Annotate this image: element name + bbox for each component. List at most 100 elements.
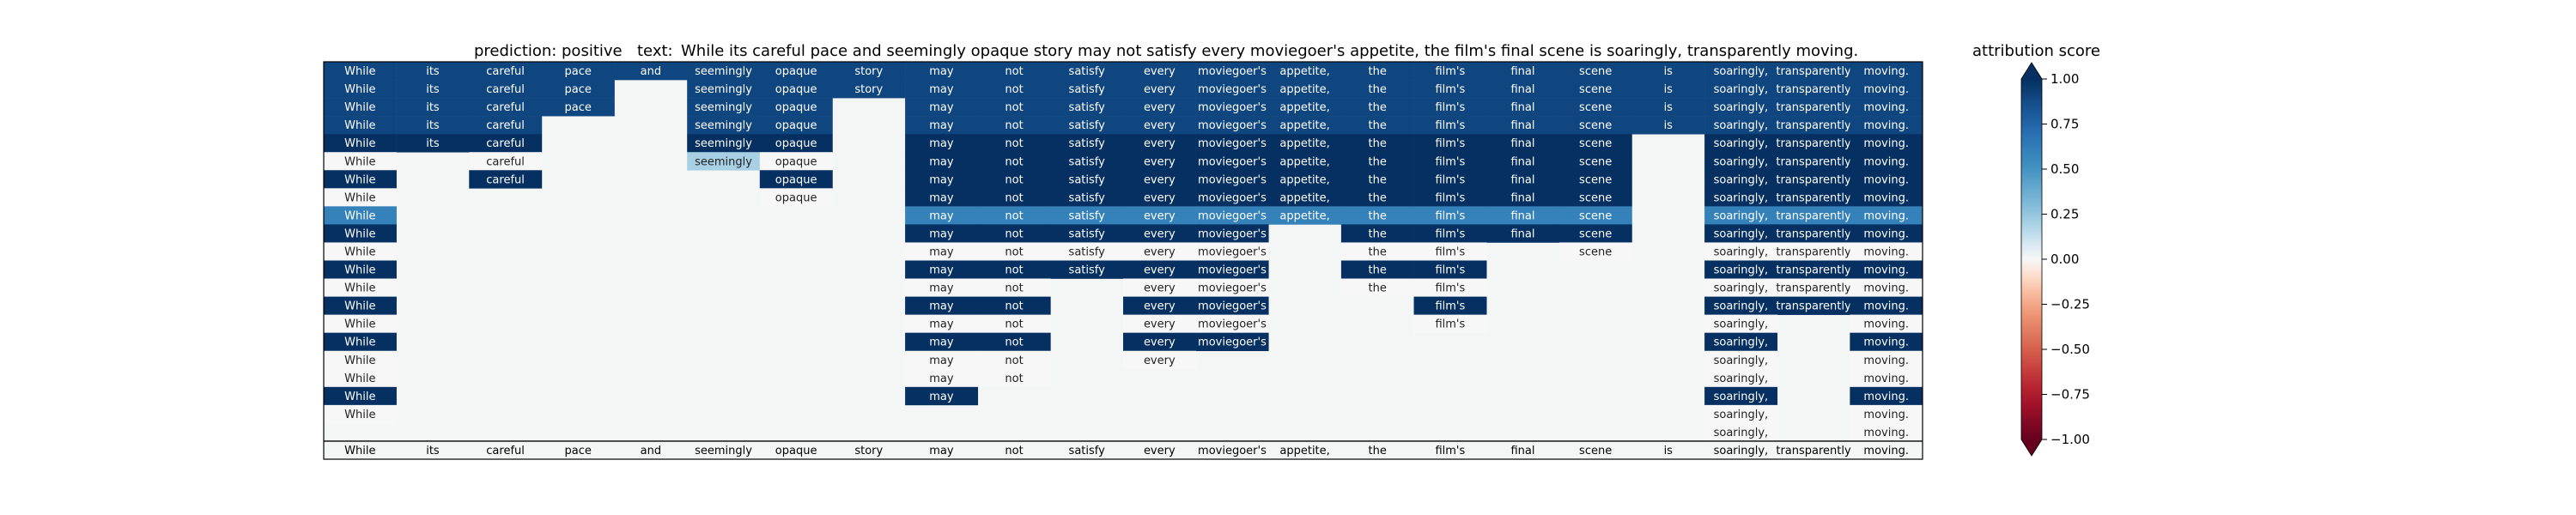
heatmap-cell bbox=[1704, 242, 1778, 261]
cell-token-label: transparently bbox=[1776, 101, 1851, 114]
heatmap-cell bbox=[1704, 98, 1778, 117]
heatmap-cell bbox=[1850, 224, 1923, 243]
heatmap-cell bbox=[905, 170, 979, 189]
heatmap-cell bbox=[1558, 134, 1632, 153]
cell-token-label: may bbox=[929, 173, 954, 186]
cell-token-label: satisfy bbox=[1069, 227, 1106, 240]
heatmap-cell bbox=[1558, 206, 1632, 225]
cell-token-label: seemingly bbox=[695, 101, 752, 114]
footer-token-label: moviegoer's bbox=[1198, 445, 1267, 457]
heatmap-cell bbox=[541, 98, 615, 117]
cell-token-label: careful bbox=[486, 155, 525, 168]
heatmap-cell bbox=[905, 386, 979, 406]
heatmap-cell bbox=[1195, 170, 1269, 189]
heatmap-cell bbox=[1704, 260, 1778, 279]
cell-token-label: final bbox=[1510, 83, 1534, 96]
cell-token-label: moving. bbox=[1863, 227, 1909, 240]
cell-token-label: moving. bbox=[1863, 101, 1909, 114]
heatmap-cell bbox=[1704, 314, 1778, 333]
heatmap-cell bbox=[1558, 242, 1632, 261]
cell-token-label: moviegoer's bbox=[1198, 137, 1267, 150]
heatmap-cell bbox=[977, 188, 1051, 207]
cell-token-label: moviegoer's bbox=[1198, 318, 1267, 331]
heatmap-cell bbox=[396, 98, 470, 117]
cell-token-label: soaringly, bbox=[1714, 300, 1769, 313]
heatmap-cell bbox=[1268, 152, 1342, 171]
cell-token-label: moving. bbox=[1863, 427, 1909, 439]
heatmap-cell bbox=[759, 62, 833, 81]
heatmap-cell bbox=[1850, 134, 1923, 153]
heatmap-cell bbox=[1631, 80, 1705, 99]
heatmap-cell bbox=[324, 80, 397, 99]
heatmap-cell bbox=[1123, 260, 1196, 279]
cell-token-label: film's bbox=[1435, 119, 1465, 132]
footer-token-label: moving. bbox=[1863, 445, 1909, 457]
heatmap-cell bbox=[905, 242, 979, 261]
cell-token-label: not bbox=[1005, 65, 1023, 78]
cell-token-label: moviegoer's bbox=[1198, 101, 1267, 114]
cell-token-label: soaringly, bbox=[1714, 318, 1769, 331]
heatmap-cell bbox=[1704, 278, 1778, 297]
cell-token-label: its bbox=[426, 137, 440, 150]
heatmap-cell bbox=[1631, 62, 1705, 81]
heatmap-cell bbox=[1340, 170, 1414, 189]
cell-token-label: While bbox=[344, 391, 375, 403]
cell-token-label: every bbox=[1144, 227, 1176, 240]
cell-token-label: appetite, bbox=[1279, 83, 1329, 96]
cell-token-label: not bbox=[1005, 137, 1023, 150]
heatmap-cell bbox=[1486, 188, 1560, 207]
heatmap-cell bbox=[1195, 62, 1269, 81]
heatmap-cell bbox=[1704, 152, 1778, 171]
heatmap-cell bbox=[324, 62, 397, 81]
cell-token-label: soaringly, bbox=[1714, 191, 1769, 204]
cell-token-label: every bbox=[1144, 300, 1176, 313]
footer-token-label: not bbox=[1005, 445, 1023, 457]
heatmap-cell bbox=[1195, 206, 1269, 225]
cell-token-label: soaringly, bbox=[1714, 336, 1769, 349]
heatmap-cell bbox=[1704, 116, 1778, 135]
heatmap-cell bbox=[1413, 62, 1487, 81]
cell-token-label: scene bbox=[1579, 83, 1612, 96]
cell-token-label: moving. bbox=[1863, 336, 1909, 349]
cell-token-label: not bbox=[1005, 300, 1023, 313]
heatmap-cell bbox=[324, 404, 397, 424]
cell-token-label: moving. bbox=[1863, 282, 1909, 295]
cell-token-label: satisfy bbox=[1069, 119, 1106, 132]
heatmap-cell bbox=[1050, 170, 1124, 189]
cell-token-label: film's bbox=[1435, 209, 1465, 222]
heatmap-cell bbox=[977, 206, 1051, 225]
heatmap-cell bbox=[905, 260, 979, 279]
colorbar-extend-bottom bbox=[2021, 439, 2042, 456]
heatmap-cell bbox=[1777, 116, 1850, 135]
cell-token-label: the bbox=[1369, 227, 1387, 240]
heatmap-cell bbox=[1704, 332, 1778, 352]
heatmap-cell bbox=[905, 188, 979, 207]
heatmap-cell bbox=[1777, 80, 1850, 99]
heatmap-cell bbox=[832, 80, 906, 99]
heatmap-cell bbox=[1413, 152, 1487, 171]
cell-token-label: not bbox=[1005, 318, 1023, 331]
heatmap-cell bbox=[977, 116, 1051, 135]
heatmap-cell bbox=[1050, 80, 1124, 99]
heatmap-cell bbox=[1340, 152, 1414, 171]
cell-token-label: every bbox=[1144, 191, 1176, 204]
cell-token-label: satisfy bbox=[1069, 245, 1106, 258]
cell-token-label: not bbox=[1005, 83, 1023, 96]
cell-token-label: every bbox=[1144, 155, 1176, 168]
cell-token-label: final bbox=[1510, 209, 1534, 222]
cell-token-label: the bbox=[1369, 65, 1387, 78]
heatmap-cell bbox=[905, 80, 979, 99]
heatmap-cell bbox=[1850, 242, 1923, 261]
cell-token-label: final bbox=[1510, 173, 1534, 186]
heatmap-cell bbox=[1123, 224, 1196, 243]
cell-token-label: satisfy bbox=[1069, 101, 1106, 114]
heatmap-cell bbox=[905, 350, 979, 370]
heatmap-cell bbox=[541, 62, 615, 81]
footer-token-label: soaringly, bbox=[1714, 445, 1769, 457]
cell-token-label: moving. bbox=[1863, 391, 1909, 403]
heatmap-cell bbox=[1050, 134, 1124, 153]
colorbar-tick-label: −0.75 bbox=[2050, 387, 2090, 403]
cell-token-label: not bbox=[1005, 373, 1023, 385]
heatmap-cell bbox=[905, 134, 979, 153]
heatmap-cell bbox=[1631, 116, 1705, 135]
